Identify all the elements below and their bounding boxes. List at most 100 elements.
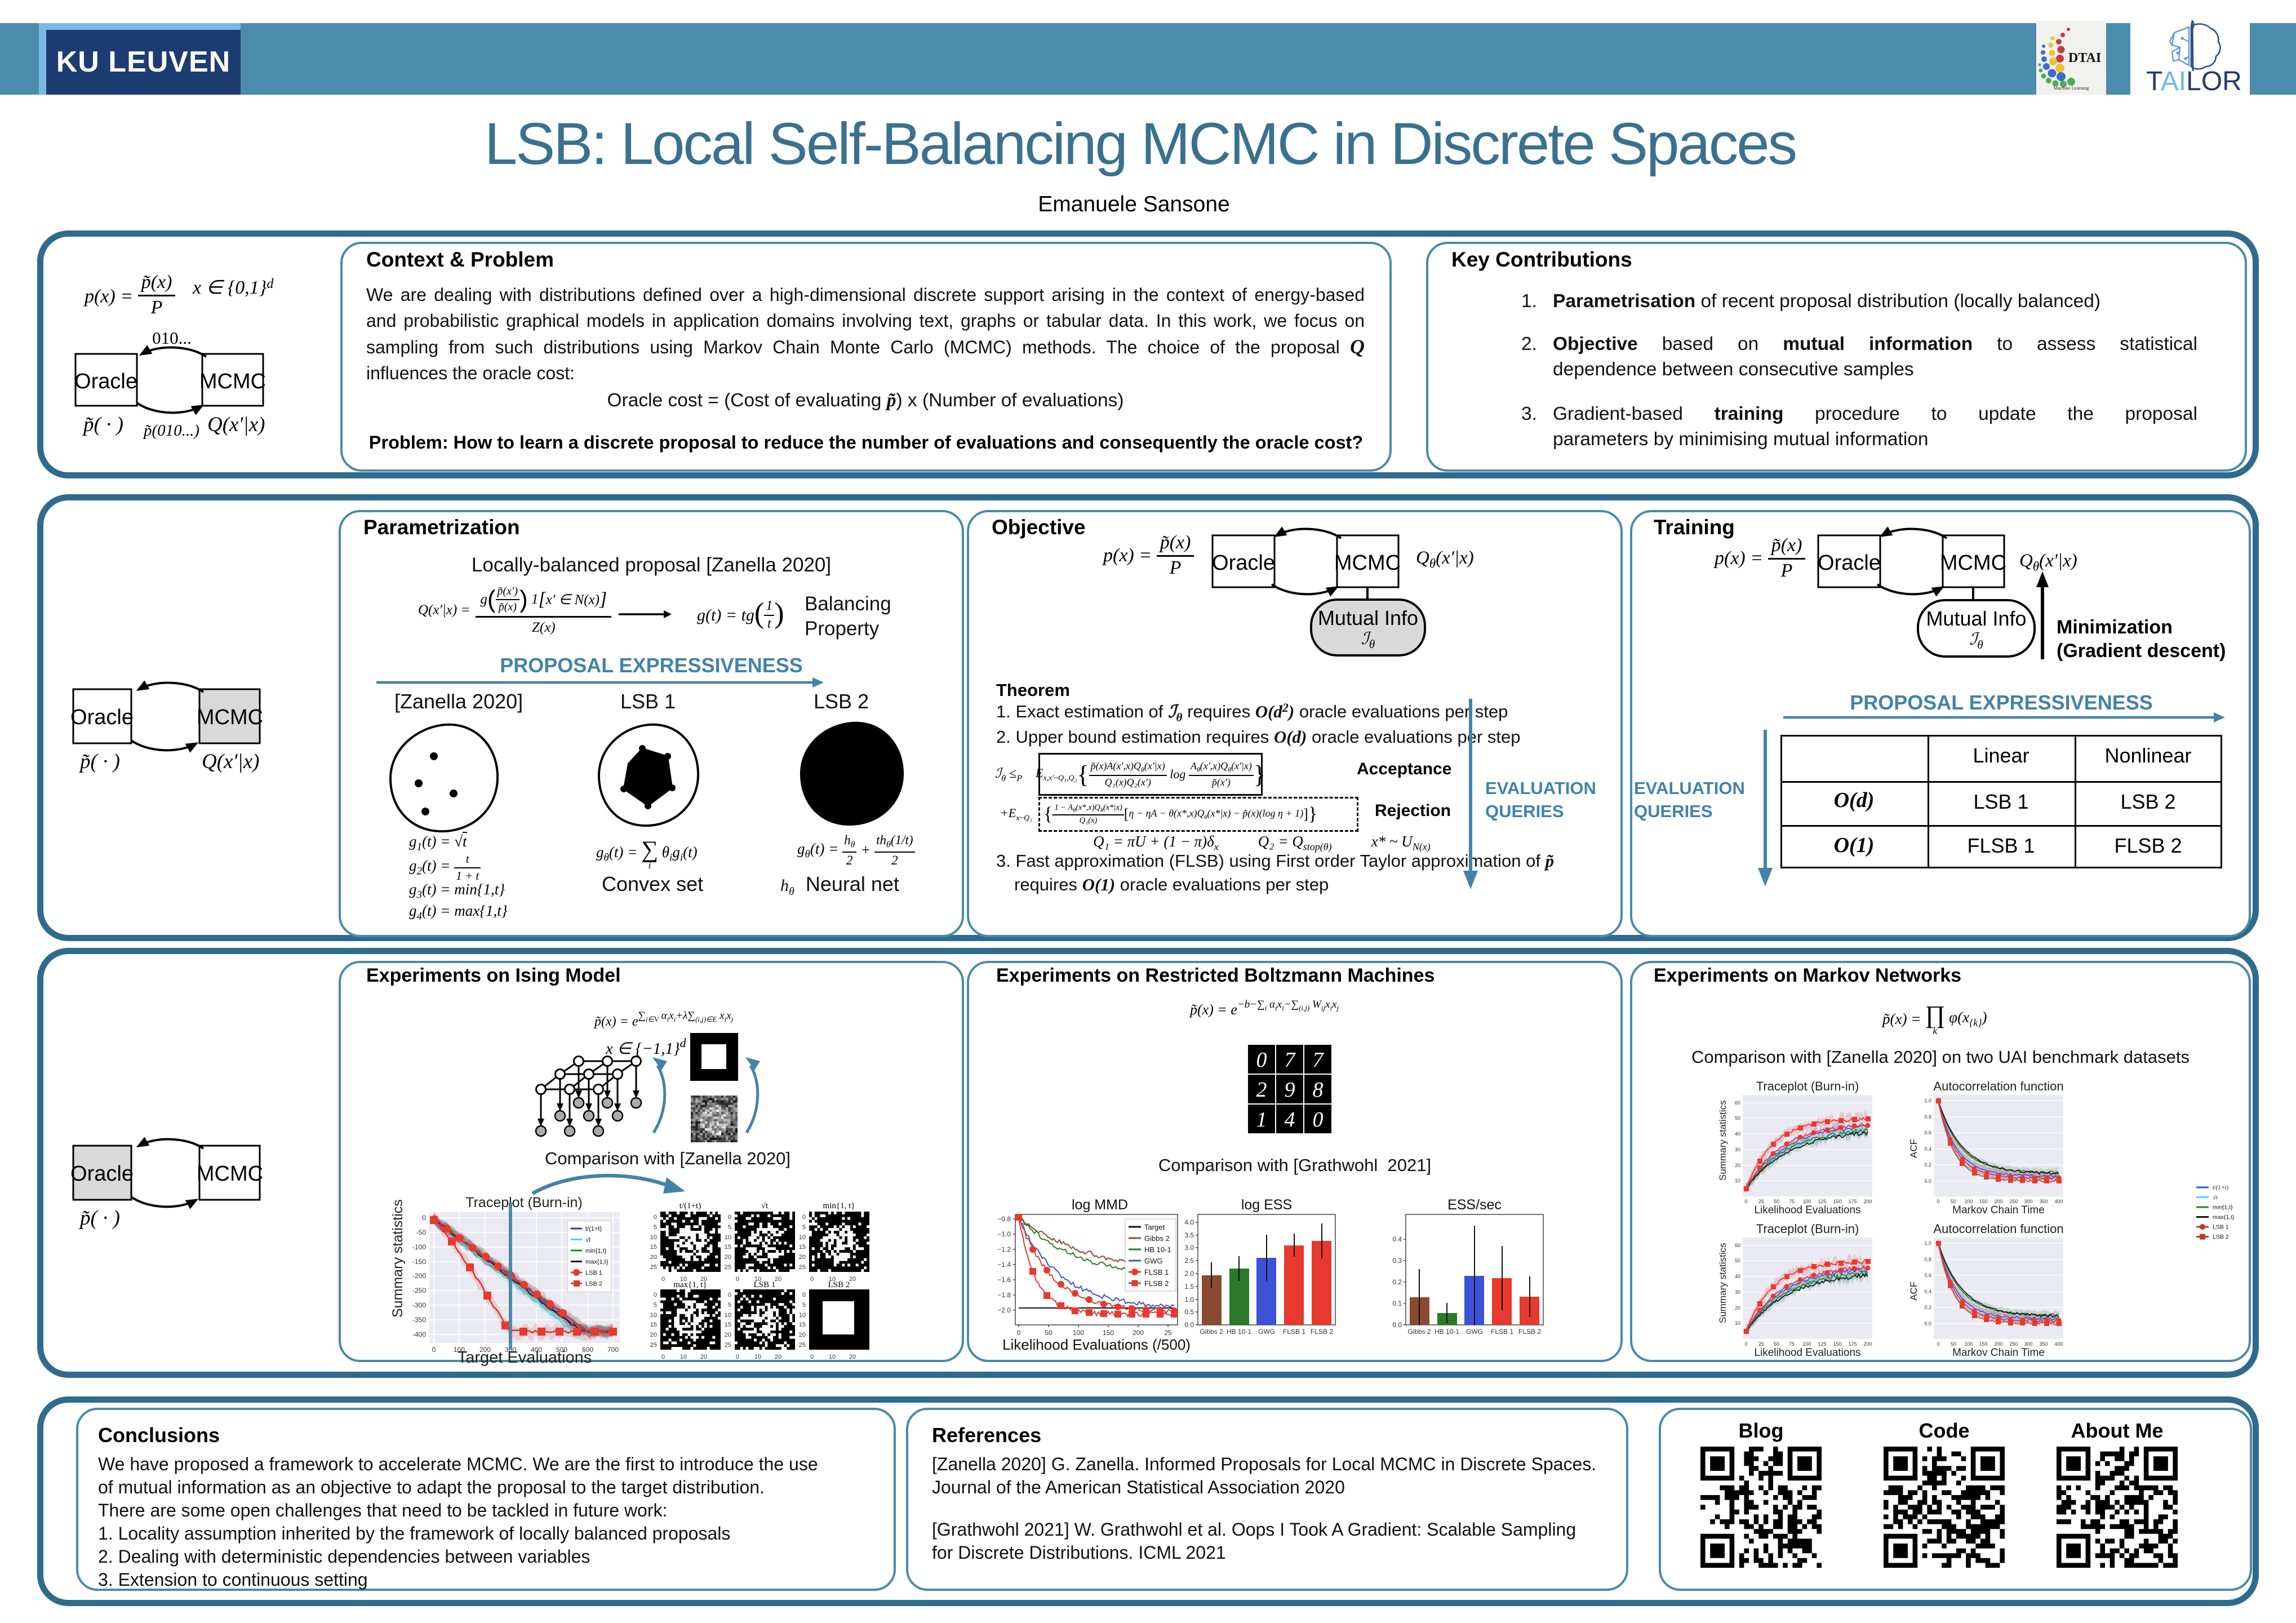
svg-text:350: 350 [2039, 1199, 2048, 1204]
svg-text:40: 40 [1735, 1131, 1740, 1137]
svg-text:max{1,t}: max{1,t} [2213, 1214, 2235, 1221]
svg-text:-100: -100 [412, 1243, 426, 1251]
svg-text:GWG: GWG [1466, 1328, 1483, 1336]
svg-text:20: 20 [775, 1354, 781, 1360]
svg-text:20: 20 [799, 1254, 806, 1261]
svg-text:−1.6: −1.6 [997, 1276, 1011, 1284]
svg-text:7: 7 [1285, 1048, 1296, 1072]
svg-text:-250: -250 [412, 1287, 426, 1294]
svg-text:400: 400 [531, 1346, 542, 1354]
svg-text:0.2: 0.2 [1924, 1305, 1931, 1310]
svg-text:log MMD: log MMD [1072, 1197, 1128, 1213]
svg-text:150: 150 [1103, 1329, 1114, 1337]
svg-text:25: 25 [799, 1342, 806, 1349]
svg-text:200: 200 [1994, 1341, 2002, 1347]
svg-text:25: 25 [799, 1264, 806, 1271]
svg-text:0.4: 0.4 [1924, 1289, 1931, 1294]
svg-text:Oracle: Oracle [74, 370, 137, 393]
svg-text:FLSB 2: FLSB 2 [1311, 1328, 1333, 1336]
svg-text:10: 10 [725, 1312, 731, 1319]
svg-text:Traceplot (Burn-in): Traceplot (Burn-in) [465, 1195, 582, 1210]
svg-text:0.4: 0.4 [1924, 1146, 1931, 1152]
svg-text:t/(1+t): t/(1+t) [585, 1226, 602, 1232]
svg-text:0.5: 0.5 [1184, 1308, 1194, 1316]
svg-text:15: 15 [650, 1322, 657, 1328]
svg-text:20: 20 [725, 1254, 731, 1261]
svg-text:MCMC: MCMC [199, 370, 266, 393]
svg-text:0.3: 0.3 [1392, 1257, 1402, 1265]
svg-text:√t: √t [585, 1237, 590, 1244]
svg-text:0: 0 [802, 1214, 806, 1221]
svg-text:1.5: 1.5 [1184, 1283, 1194, 1291]
svg-text:4: 4 [1285, 1108, 1295, 1132]
svg-text:200: 200 [1133, 1329, 1144, 1337]
svg-text:20: 20 [700, 1354, 707, 1360]
svg-text:10: 10 [799, 1312, 806, 1319]
svg-text:GWG: GWG [1258, 1328, 1275, 1336]
svg-text:150: 150 [1979, 1199, 1987, 1204]
svg-text:Likelihood Evaluations: Likelihood Evaluations [1754, 1347, 1860, 1359]
svg-text:100: 100 [1964, 1341, 1973, 1347]
svg-text:7: 7 [1313, 1048, 1325, 1072]
svg-text:2.0: 2.0 [1184, 1270, 1194, 1278]
svg-text:−1.2: −1.2 [997, 1245, 1011, 1253]
svg-text:200: 200 [1863, 1199, 1872, 1204]
svg-text:0: 0 [1744, 1199, 1747, 1204]
svg-text:min{1,t}: min{1,t} [585, 1248, 607, 1254]
svg-text:Oracle: Oracle [1212, 551, 1275, 575]
svg-text:20: 20 [700, 1276, 707, 1283]
svg-text:0: 0 [654, 1292, 657, 1298]
svg-text:50: 50 [1735, 1115, 1740, 1121]
svg-text:10: 10 [799, 1234, 806, 1241]
svg-text:75: 75 [1789, 1199, 1795, 1204]
svg-text:0: 0 [1937, 1341, 1939, 1347]
svg-text:10: 10 [650, 1312, 657, 1319]
svg-text:4.0: 4.0 [1184, 1218, 1194, 1226]
svg-text:0: 0 [661, 1354, 665, 1360]
svg-text:HB 10-1: HB 10-1 [1227, 1328, 1251, 1336]
svg-text:0.2: 0.2 [1924, 1162, 1931, 1168]
svg-text:DTAI: DTAI [2068, 51, 2101, 65]
svg-text:175: 175 [1848, 1199, 1857, 1204]
svg-text:25: 25 [725, 1264, 731, 1271]
svg-text:0: 0 [728, 1214, 731, 1221]
svg-text:0.0: 0.0 [1184, 1321, 1194, 1329]
svg-text:max{1,t}: max{1,t} [585, 1259, 609, 1266]
svg-text:25: 25 [1164, 1329, 1172, 1337]
svg-text:-350: -350 [412, 1316, 426, 1324]
svg-text:−1.8: −1.8 [997, 1291, 1011, 1299]
svg-text:10: 10 [1735, 1178, 1740, 1183]
svg-text:−1.4: −1.4 [997, 1261, 1011, 1269]
svg-text:ESS/sec: ESS/sec [1447, 1197, 1502, 1213]
svg-text:0: 0 [661, 1276, 665, 1283]
svg-text:15: 15 [650, 1244, 657, 1250]
svg-text:10: 10 [650, 1234, 657, 1241]
svg-text:50: 50 [1774, 1199, 1779, 1204]
svg-text:125: 125 [1818, 1341, 1826, 1347]
svg-text:40: 40 [1735, 1274, 1740, 1279]
svg-text:5: 5 [728, 1224, 731, 1231]
svg-text:0.0: 0.0 [1924, 1321, 1931, 1327]
svg-text:0: 0 [1017, 1329, 1021, 1337]
svg-text:5: 5 [728, 1302, 731, 1309]
svg-text:0.6: 0.6 [1924, 1272, 1931, 1278]
svg-text:10: 10 [754, 1276, 761, 1283]
svg-text:0.8: 0.8 [1924, 1114, 1931, 1120]
svg-text:15: 15 [799, 1322, 806, 1328]
svg-text:3.5: 3.5 [1184, 1231, 1194, 1239]
svg-text:0: 0 [654, 1214, 657, 1221]
svg-text:50: 50 [1774, 1341, 1779, 1347]
svg-text:LSB 1: LSB 1 [2213, 1224, 2229, 1231]
svg-text:−0.8: −0.8 [997, 1215, 1011, 1223]
svg-text:0: 0 [1256, 1048, 1267, 1072]
svg-text:Oracle: Oracle [70, 1162, 134, 1186]
svg-text:250: 250 [2009, 1341, 2018, 1347]
svg-text:20: 20 [650, 1332, 657, 1338]
svg-text:350: 350 [2039, 1341, 2048, 1347]
svg-text:150: 150 [1833, 1341, 1841, 1347]
svg-text:LSB 2: LSB 2 [2213, 1234, 2229, 1240]
svg-text:400: 400 [2054, 1199, 2063, 1204]
svg-text:Likelihood Evaluations: Likelihood Evaluations [1754, 1204, 1860, 1216]
svg-text:10: 10 [754, 1354, 761, 1360]
svg-text:500: 500 [556, 1346, 567, 1354]
